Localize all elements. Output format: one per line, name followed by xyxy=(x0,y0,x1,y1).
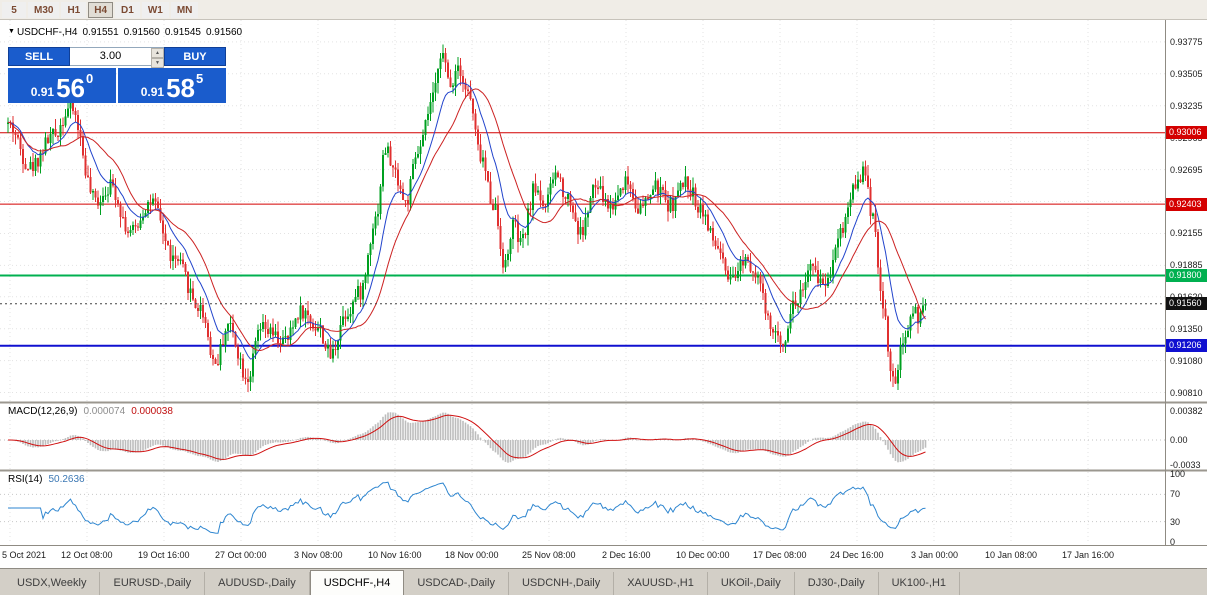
pane-separators[interactable] xyxy=(0,20,1207,546)
price-scale-label: 0.91350 xyxy=(1170,324,1203,334)
macd-signal-value: 0.000038 xyxy=(131,406,173,417)
price-scale-label: 0.90810 xyxy=(1170,388,1203,398)
buy-price-pipette: 5 xyxy=(196,71,204,86)
rsi-value: 50.2636 xyxy=(48,474,85,485)
lot-increase-button[interactable]: ▲ xyxy=(151,48,164,58)
macd-title: MACD(12,26,9) xyxy=(8,406,78,417)
ma-fast-line xyxy=(8,82,926,360)
lot-decrease-button[interactable]: ▼ xyxy=(151,58,164,68)
candlestick-series xyxy=(7,44,927,393)
price-level-badge: 0.93006 xyxy=(1166,126,1207,139)
chart-tabs-bar: USDX,Weekly EURUSD-,Daily AUDUSD-,Daily USD… xyxy=(0,568,1207,595)
time-axis-label: 5 Oct 2021 xyxy=(2,550,47,560)
rsi-scale-label: 70 xyxy=(1170,489,1181,499)
chart-tab-xauusd-h1[interactable]: XAUUSD-,H1 xyxy=(614,572,708,595)
sell-price-display[interactable]: 0.91 56 0 xyxy=(8,68,116,103)
buy-button[interactable]: BUY xyxy=(164,47,226,66)
buy-price-big-digits: 58 xyxy=(166,73,196,103)
chart-tab-ukoil-daily[interactable]: UKOil-,Daily xyxy=(708,572,795,595)
sell-price-pipette: 0 xyxy=(86,71,94,86)
macd-indicator-label: MACD(12,26,9) 0.000074 0.000038 xyxy=(8,406,179,417)
macd-scale-label: 0.00382 xyxy=(1170,406,1203,416)
period-button-d1[interactable]: D1 xyxy=(115,1,140,18)
time-axis-label: 10 Dec 00:00 xyxy=(676,550,730,560)
ohlc-open: 0.91551 xyxy=(82,27,119,38)
period-button-m30[interactable]: M30 xyxy=(28,1,60,18)
macd-indicator xyxy=(0,412,1165,463)
lot-size-input[interactable]: 3.00 xyxy=(99,50,122,62)
period-button-mn[interactable]: MN xyxy=(170,1,199,18)
price-scale-label: 0.92155 xyxy=(1170,228,1203,238)
buy-price-display[interactable]: 0.91 58 5 xyxy=(118,68,226,103)
time-axis-label: 18 Nov 00:00 xyxy=(445,550,499,560)
time-axis-label: 10 Jan 08:00 xyxy=(985,550,1038,560)
chart-tab-audusd-daily[interactable]: AUDUSD-,Daily xyxy=(205,572,310,595)
time-axis-label: 27 Oct 00:00 xyxy=(215,550,267,560)
trade-panel-prices: 0.91 56 0 0.91 58 5 xyxy=(8,68,226,103)
period-button-w1[interactable]: W1 xyxy=(141,1,169,18)
price-scale-label: 0.92695 xyxy=(1170,165,1203,175)
time-axis-label: 3 Jan 00:00 xyxy=(911,550,959,560)
price-scale-label: 0.93505 xyxy=(1170,69,1203,79)
price-level-badge: 0.91800 xyxy=(1166,269,1207,282)
sell-price-big-digits: 56 xyxy=(56,73,86,103)
ohlc-info-line: ▼ USDCHF-,H4 0.91551 0.91560 0.91545 0.91560 xyxy=(8,27,247,38)
symbol-marker-icon: ▼ xyxy=(8,28,15,35)
time-axis-label: 25 Nov 08:00 xyxy=(522,550,576,560)
chart-tab-usdcad-daily[interactable]: USDCAD-,Daily xyxy=(404,572,509,595)
ohlc-low: 0.91545 xyxy=(164,27,201,38)
sell-button[interactable]: SELL xyxy=(8,47,70,66)
price-scale-label: 0.91080 xyxy=(1170,356,1203,366)
timeframe-toolbar: 5 M30 H1 H4 D1 W1 MN xyxy=(0,0,1207,20)
macd-scale-label: 0.00 xyxy=(1170,435,1188,445)
time-axis-label: 3 Nov 08:00 xyxy=(294,550,343,560)
chart-tab-dj30-daily[interactable]: DJ30-,Daily xyxy=(795,572,879,595)
macd-scale-label: -0.0033 xyxy=(1170,460,1201,470)
macd-main-value: 0.000074 xyxy=(83,406,126,417)
rsi-indicator-label: RSI(14) 50.2636 xyxy=(8,474,91,485)
ma-slow-line xyxy=(7,88,926,352)
price-level-badge: 0.91206 xyxy=(1166,339,1207,352)
price-scale-label: 0.93775 xyxy=(1170,37,1203,47)
period-button-h4[interactable]: H4 xyxy=(88,1,114,18)
chart-tab-usdx-weekly[interactable]: USDX,Weekly xyxy=(4,572,101,595)
time-axis-label: 12 Oct 08:00 xyxy=(61,550,113,560)
time-axis-label: 17 Jan 16:00 xyxy=(1062,550,1115,560)
rsi-title: RSI(14) xyxy=(8,474,43,485)
lot-size-control[interactable]: 3.00 ▲ ▼ xyxy=(70,47,164,68)
ohlc-close: 0.91560 xyxy=(205,27,243,38)
price-scale-label: 0.91885 xyxy=(1170,260,1203,270)
rsi-scale-label: 0 xyxy=(1170,537,1176,547)
time-axis-label: 24 Dec 16:00 xyxy=(830,550,884,560)
chart-tab-uk100-h1[interactable]: UK100-,H1 xyxy=(879,572,961,595)
chart-tab-eurusd-daily[interactable]: EURUSD-,Daily xyxy=(100,572,206,595)
current-price-badge: 0.91560 xyxy=(1166,297,1207,310)
buy-price-prefix: 0.91 xyxy=(140,85,165,99)
lot-spinner: ▲ ▼ xyxy=(151,48,164,68)
time-axis-label: 17 Dec 08:00 xyxy=(753,550,807,560)
chart-tab-usdcnh-daily[interactable]: USDCNH-,Daily xyxy=(509,572,615,595)
time-axis-label: 19 Oct 16:00 xyxy=(138,550,190,560)
trade-panel-controls: SELL 3.00 ▲ ▼ BUY xyxy=(8,47,226,68)
rsi-indicator xyxy=(0,481,1165,534)
price-level-badge: 0.92403 xyxy=(1166,198,1207,211)
rsi-scale-label: 30 xyxy=(1170,517,1181,527)
time-axis-label: 2 Dec 16:00 xyxy=(602,550,651,560)
price-scale-label: 0.93235 xyxy=(1170,101,1203,111)
vertical-gridlines xyxy=(9,20,1089,544)
ohlc-symbol: USDCHF-,H4 xyxy=(16,27,78,38)
rsi-scale-label: 100 xyxy=(1170,469,1186,479)
time-axis-label: 10 Nov 16:00 xyxy=(368,550,422,560)
ohlc-high: 0.91560 xyxy=(123,27,160,38)
chart-tab-usdchf-h4[interactable]: USDCHF-,H4 xyxy=(309,570,405,595)
horizontal-level-lines[interactable] xyxy=(0,132,1207,347)
one-click-trade-panel: SELL 3.00 ▲ ▼ BUY 0.91 56 0 0.91 58 5 xyxy=(8,47,226,103)
sell-price-prefix: 0.91 xyxy=(30,85,55,99)
period-button-h1[interactable]: H1 xyxy=(61,1,87,18)
period-button-5[interactable]: 5 xyxy=(2,1,26,18)
